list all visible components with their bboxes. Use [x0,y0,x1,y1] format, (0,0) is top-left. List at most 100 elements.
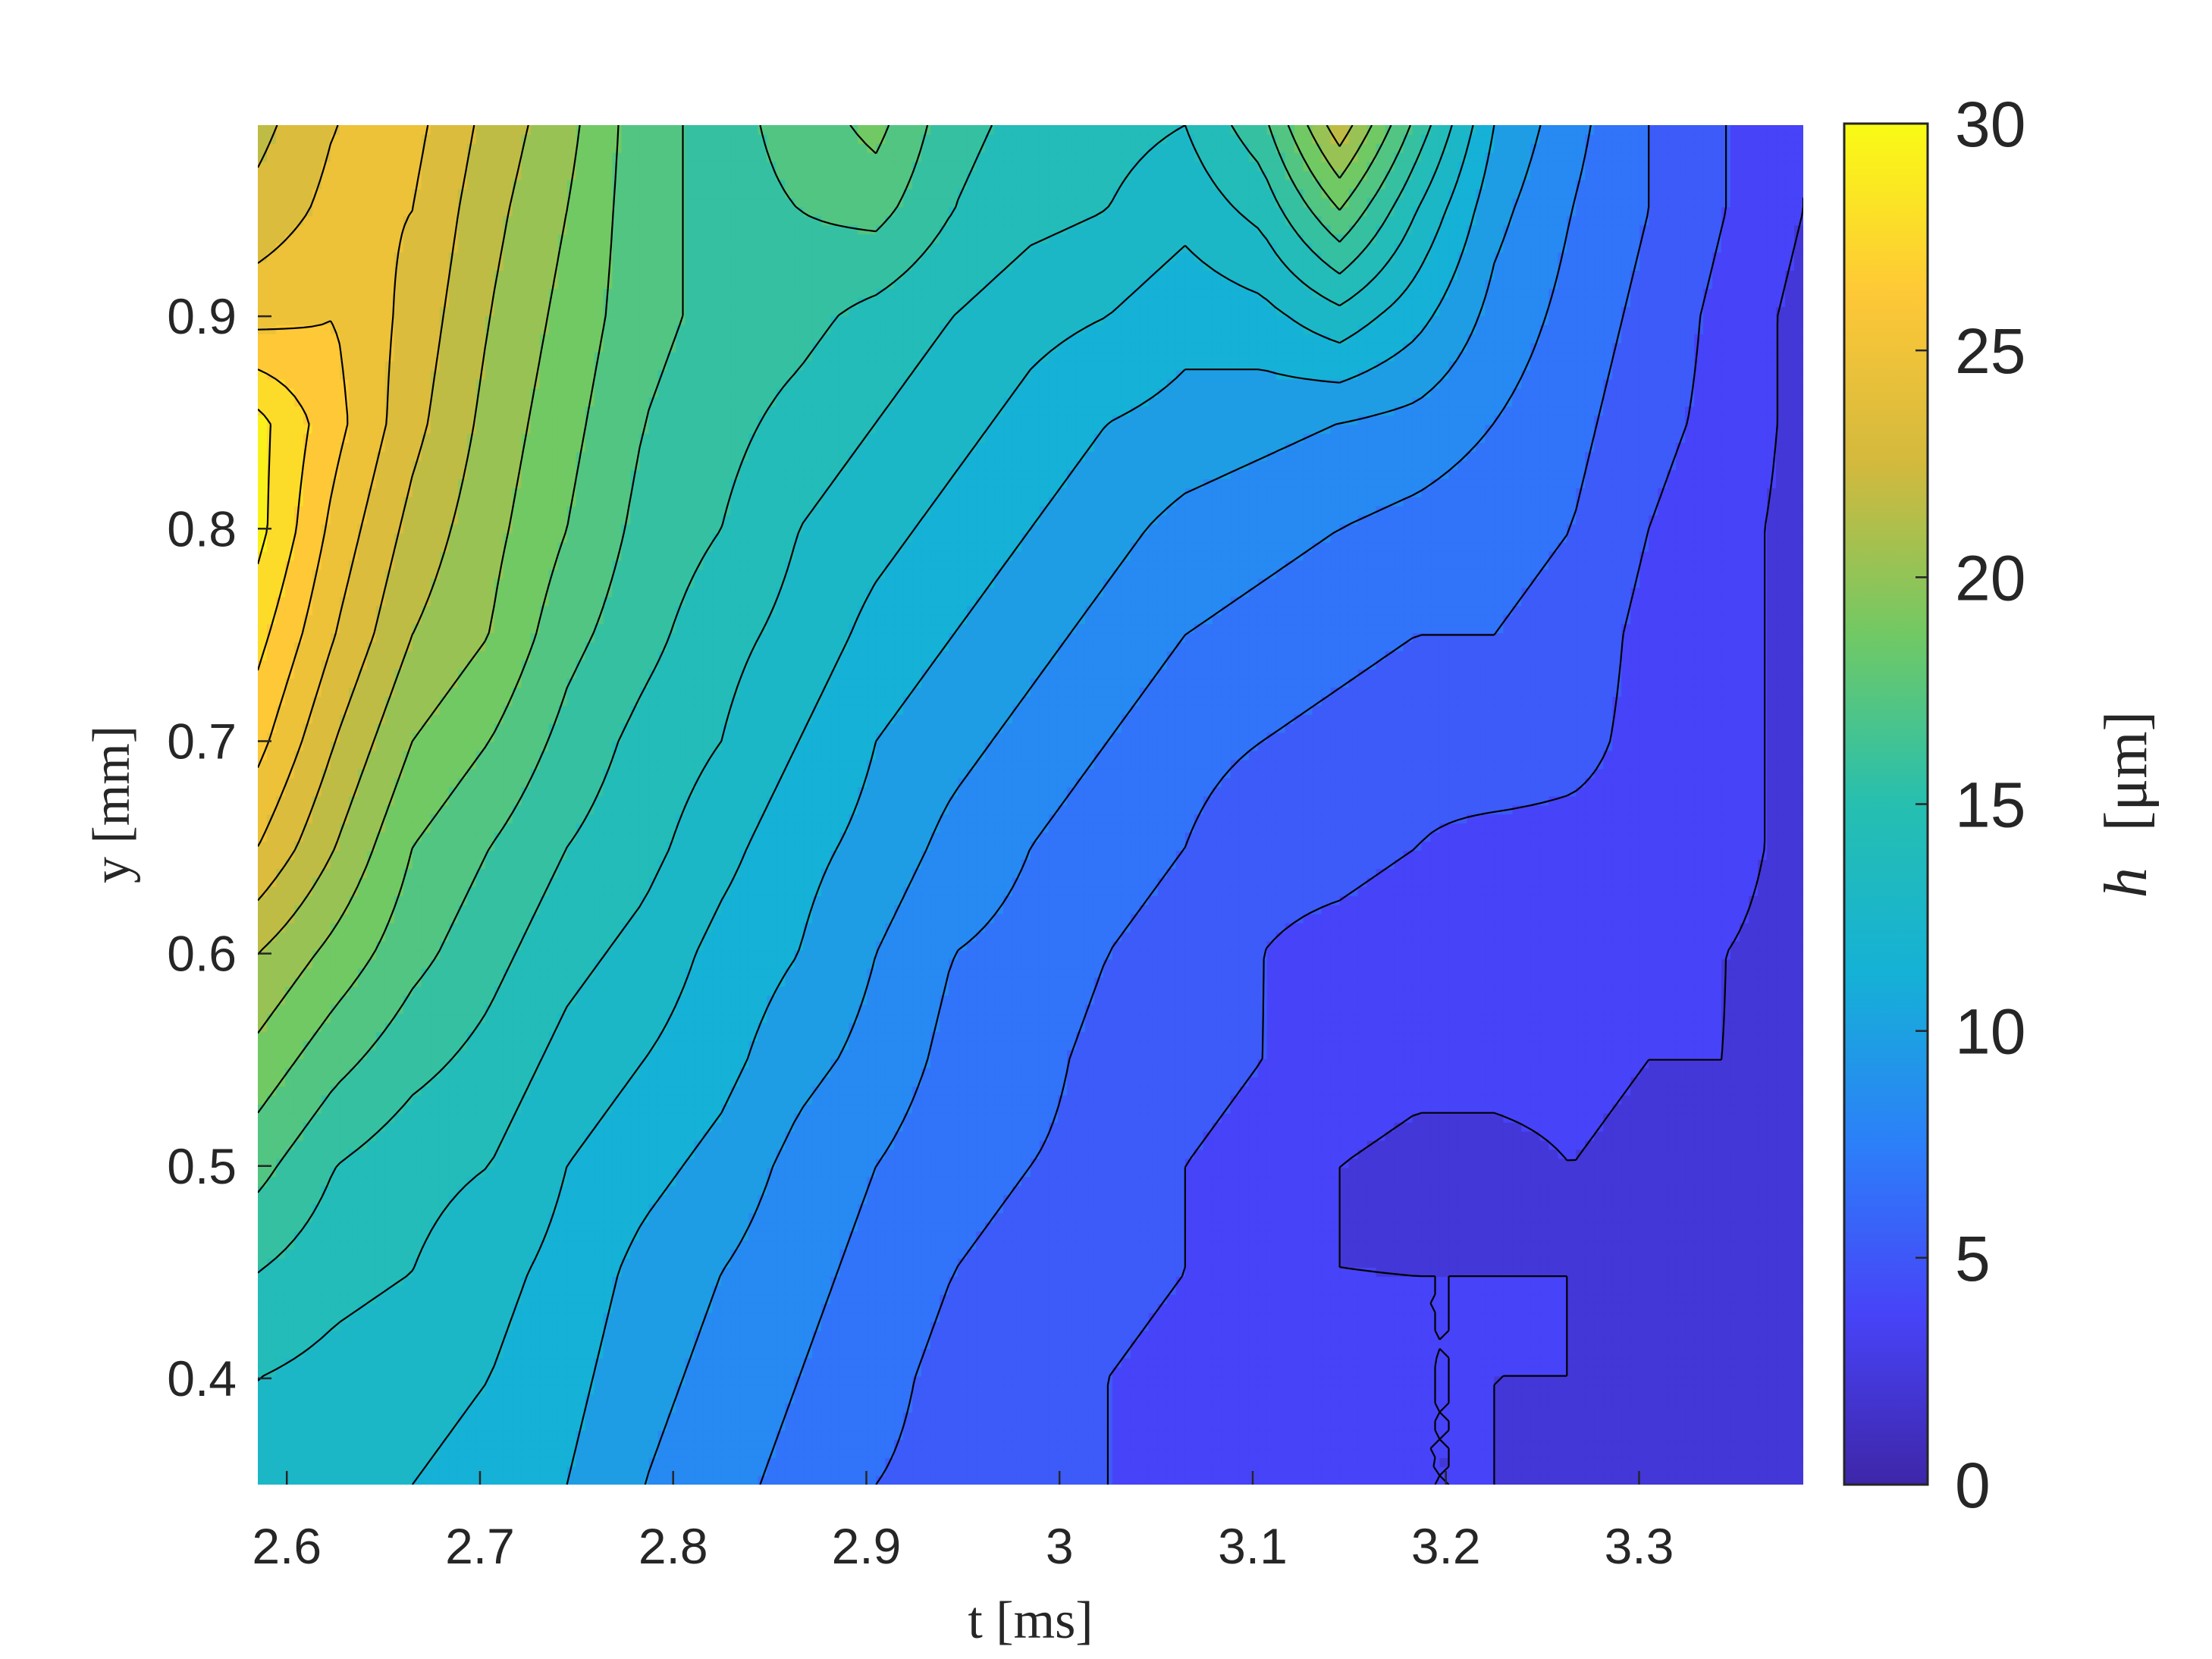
contour-cell [1767,1294,1777,1304]
contour-cell [1166,1231,1177,1241]
contour-cell [1057,1258,1068,1268]
contour-cell [466,1285,477,1295]
contour-cell [1567,1258,1577,1268]
contour-cell [485,1312,495,1322]
contour-cell [1730,1348,1740,1359]
contour-cell [1075,1222,1086,1232]
contour-cell [1749,1476,1759,1485]
contour-cell [293,1466,304,1476]
contour-cell [648,1321,659,1331]
contour-cell [1749,1312,1759,1322]
contour-cell [1357,1276,1368,1286]
contour-cell [1712,1394,1722,1404]
contour-cell [1448,1222,1459,1232]
contour-cell [1394,1466,1404,1476]
contour-cell [1585,1457,1595,1467]
contour-cell [721,1348,732,1359]
contour-cell [1121,1439,1131,1449]
contour-cell [384,1330,395,1341]
contour-cell [812,1303,823,1313]
contour-cell [1093,1430,1104,1441]
contour-cell [1385,1303,1395,1313]
contour-cell [366,1348,377,1359]
contour-cell [330,1439,340,1449]
contour-cell [1412,1330,1423,1341]
contour-cell [1749,1348,1759,1359]
contour-cell [1467,1258,1477,1268]
contour-cell [1594,1222,1605,1232]
contour-cell [903,1258,913,1268]
contour-cell [1175,1457,1186,1467]
contour-cell [994,1312,1004,1322]
contour-cell [1639,1249,1649,1259]
contour-cell [275,1330,286,1341]
contour-cell [1157,1394,1168,1404]
contour-cell [1630,1366,1641,1377]
contour-cell [1612,1249,1623,1259]
contour-cell [448,1330,459,1341]
contour-cell [839,1330,850,1341]
contour-cell [1703,1240,1713,1250]
contour-cell [1694,1231,1704,1241]
contour-cell [1130,1222,1141,1232]
contour-cell [721,1476,732,1485]
contour-cell [1066,1303,1077,1313]
contour-cell [1230,1430,1241,1441]
contour-cell [1667,1312,1677,1322]
contour-cell [849,1421,859,1432]
contour-cell [1175,1303,1186,1313]
contour-cell [803,1249,814,1259]
contour-cell [930,1385,940,1395]
contour-cell [776,1212,786,1223]
contour-cell [330,1412,340,1422]
contour-cell [676,1430,686,1441]
contour-cell [576,1222,586,1232]
contour-cell [1048,1231,1059,1241]
contour-cell [1485,1240,1495,1250]
contour-cell [430,1330,441,1341]
contour-cell [375,1375,386,1386]
contour-cell [903,1430,913,1441]
contour-cell [512,1348,522,1359]
contour-cell [821,1448,832,1458]
contour-cell [1630,1448,1641,1458]
contour-cell [830,1412,841,1422]
contour-cell [1294,1267,1304,1277]
contour-cell [403,1303,413,1313]
contour-cell [1494,1330,1504,1341]
contour-cell [1285,1249,1295,1259]
contour-cell [1667,1357,1677,1368]
contour-cell [1066,1430,1077,1441]
contour-cell [1303,1421,1313,1432]
contour-cell [1603,1276,1614,1286]
contour-cell [448,1276,459,1286]
contour-cell [1558,1339,1568,1350]
contour-cell [821,1339,832,1350]
contour-cell [1603,1222,1614,1232]
contour-cell [1685,1430,1695,1441]
contour-cell [1448,1375,1459,1386]
contour-cell [1139,1412,1150,1422]
contour-cell [639,1430,650,1441]
contour-cell [1357,1267,1368,1277]
contour-cell [275,1385,286,1395]
contour-cell [1576,1366,1586,1377]
contour-cell [949,1312,959,1322]
contour-cell [421,1303,431,1313]
contour-cell [1339,1466,1350,1476]
contour-cell [703,1394,714,1404]
contour-cell [1175,1412,1186,1422]
contour-cell [375,1448,386,1458]
contour-cell [1749,1403,1759,1413]
contour-cell [1512,1366,1523,1377]
contour-cell [585,1212,595,1223]
contour-cell [366,1366,377,1377]
contour-cell [812,1294,823,1304]
contour-cell [912,1222,922,1232]
contour-cell [1467,1430,1477,1441]
contour-cell [421,1421,431,1432]
contour-cell [1194,1403,1204,1413]
contour-cell [1749,1448,1759,1458]
contour-cell [530,1285,541,1295]
contour-cell [648,1285,659,1295]
